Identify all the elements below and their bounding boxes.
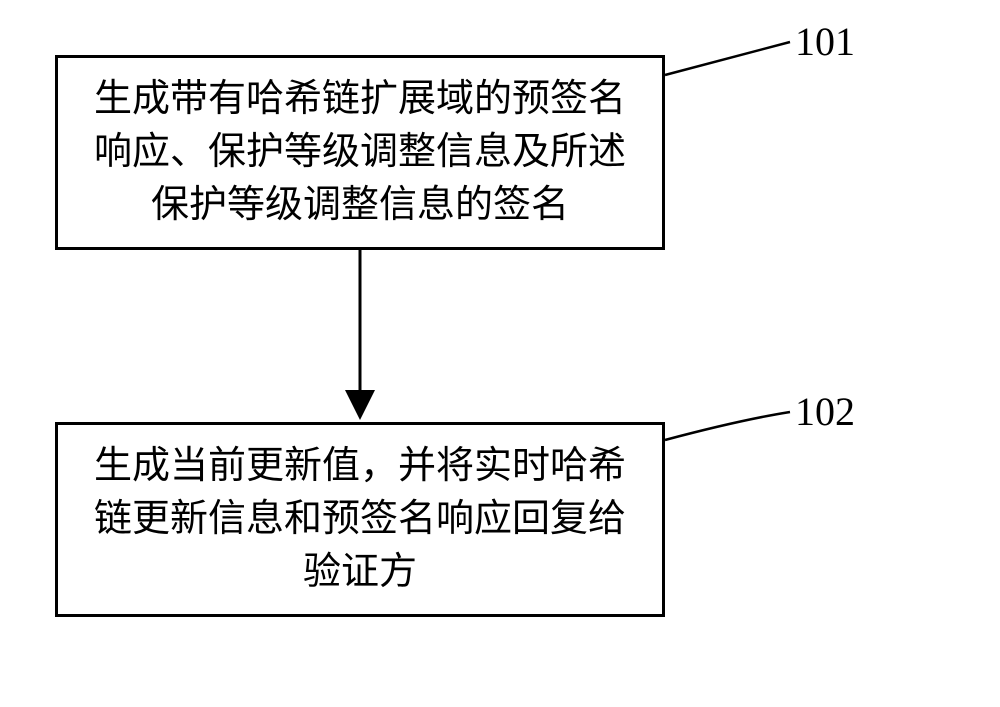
label-connector-102 <box>0 0 1000 707</box>
